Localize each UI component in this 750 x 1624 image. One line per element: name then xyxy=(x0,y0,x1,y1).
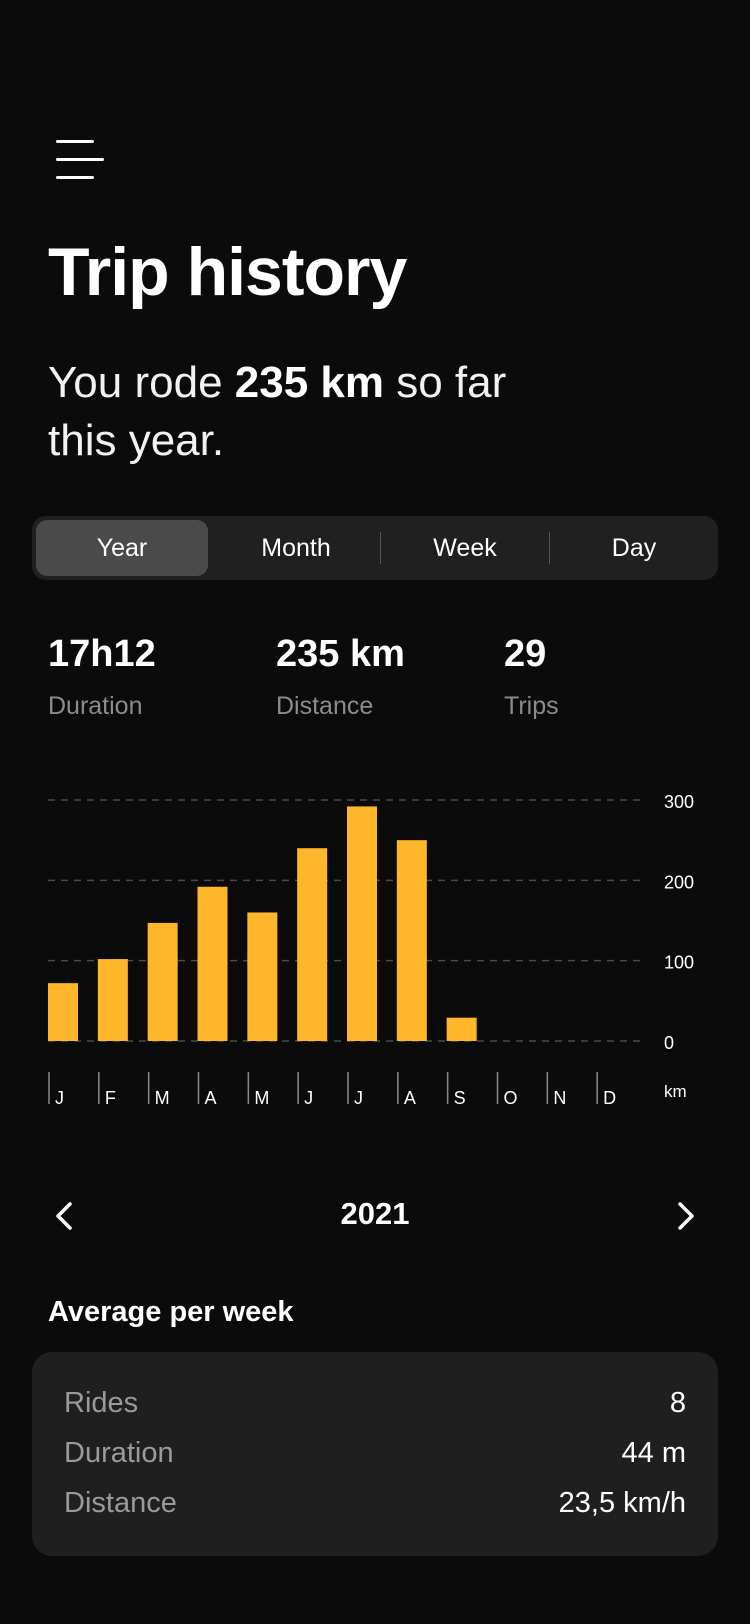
average-section-title: Average per week xyxy=(48,1296,294,1328)
bar-2[interactable] xyxy=(147,922,178,1041)
period-segmented-control: Year Month Week Day xyxy=(32,516,718,580)
y-tick-label: 300 xyxy=(664,792,694,812)
tab-day[interactable]: Day xyxy=(554,520,714,576)
average-value: 23,5 km/h xyxy=(558,1486,686,1519)
summary-text: You rode 235 km so far this year. xyxy=(48,354,568,470)
average-value: 44 m xyxy=(621,1436,686,1469)
y-tick-label: 0 xyxy=(664,1033,674,1053)
stat-label: Trips xyxy=(504,692,559,720)
stat-label: Duration xyxy=(48,692,143,720)
average-row-distance: Distance 23,5 km/h xyxy=(64,1478,686,1528)
tab-week[interactable]: Week xyxy=(385,520,545,576)
x-tick-label: J xyxy=(354,1088,363,1108)
average-row-duration: Duration 44 m xyxy=(64,1428,686,1478)
x-tick-label: A xyxy=(404,1088,416,1108)
tab-label: Year xyxy=(96,533,148,562)
stat-value: 17h12 xyxy=(48,633,156,675)
page-title: Trip history xyxy=(48,234,407,310)
average-value: 8 xyxy=(669,1386,686,1419)
y-tick-label: 100 xyxy=(664,953,694,973)
summary-prefix: You rode xyxy=(48,358,235,407)
x-tick-label: M xyxy=(155,1088,170,1108)
average-label: Rides xyxy=(64,1386,139,1419)
hamburger-menu-icon[interactable] xyxy=(56,136,106,182)
year-label: 2021 xyxy=(340,1196,410,1231)
average-card: Rides 8 Duration 44 m Distance 23,5 km/h xyxy=(32,1352,718,1556)
stat-value: 29 xyxy=(504,633,547,675)
bar-5[interactable] xyxy=(297,848,328,1041)
summary-highlight: 235 km xyxy=(234,358,384,407)
stat-distance: 235 km Distance xyxy=(276,632,405,722)
x-tick-label: S xyxy=(454,1088,466,1108)
tab-month[interactable]: Month xyxy=(216,520,376,576)
x-tick-label: F xyxy=(105,1088,116,1108)
bar-7[interactable] xyxy=(396,840,427,1041)
x-tick-label: J xyxy=(304,1088,313,1108)
tab-divider xyxy=(380,532,381,564)
y-unit-label: km xyxy=(664,1082,687,1101)
x-tick-label: A xyxy=(205,1088,217,1108)
x-tick-label: O xyxy=(504,1088,518,1108)
year-navigation: 2021 xyxy=(0,1186,750,1246)
monthly-distance-bar-chart: 300 200 100 0 km J F M A M J J A S O N D xyxy=(48,792,694,1108)
bar-8[interactable] xyxy=(446,1017,477,1041)
x-tick-label: M xyxy=(254,1088,269,1108)
stat-duration: 17h12 Duration xyxy=(48,632,156,722)
bar-1[interactable] xyxy=(97,959,128,1041)
x-tick-label: D xyxy=(603,1088,616,1108)
bar-4[interactable] xyxy=(247,912,278,1041)
tab-year[interactable]: Year xyxy=(36,520,208,576)
average-label: Duration xyxy=(64,1436,174,1469)
tab-label: Week xyxy=(433,533,497,562)
average-label: Distance xyxy=(64,1486,177,1519)
tab-divider xyxy=(549,532,550,564)
stat-value: 235 km xyxy=(276,633,405,675)
stat-trips: 29 Trips xyxy=(504,632,559,722)
y-tick-label: 200 xyxy=(664,872,694,892)
x-tick-label: N xyxy=(553,1088,566,1108)
average-row-rides: Rides 8 xyxy=(64,1378,686,1428)
menu-line xyxy=(56,158,104,161)
tab-label: Month xyxy=(261,533,331,562)
chevron-left-icon[interactable] xyxy=(44,1194,88,1238)
x-tick-label: J xyxy=(55,1088,64,1108)
summary-suffix: so far this year. xyxy=(48,358,507,465)
bar-0[interactable] xyxy=(48,983,78,1041)
menu-line xyxy=(56,176,94,179)
tab-label: Day xyxy=(611,533,657,562)
menu-line xyxy=(56,140,94,143)
bar-3[interactable] xyxy=(197,886,228,1041)
bar-6[interactable] xyxy=(347,806,377,1041)
stat-label: Distance xyxy=(276,692,374,720)
chevron-right-icon[interactable] xyxy=(662,1194,706,1238)
